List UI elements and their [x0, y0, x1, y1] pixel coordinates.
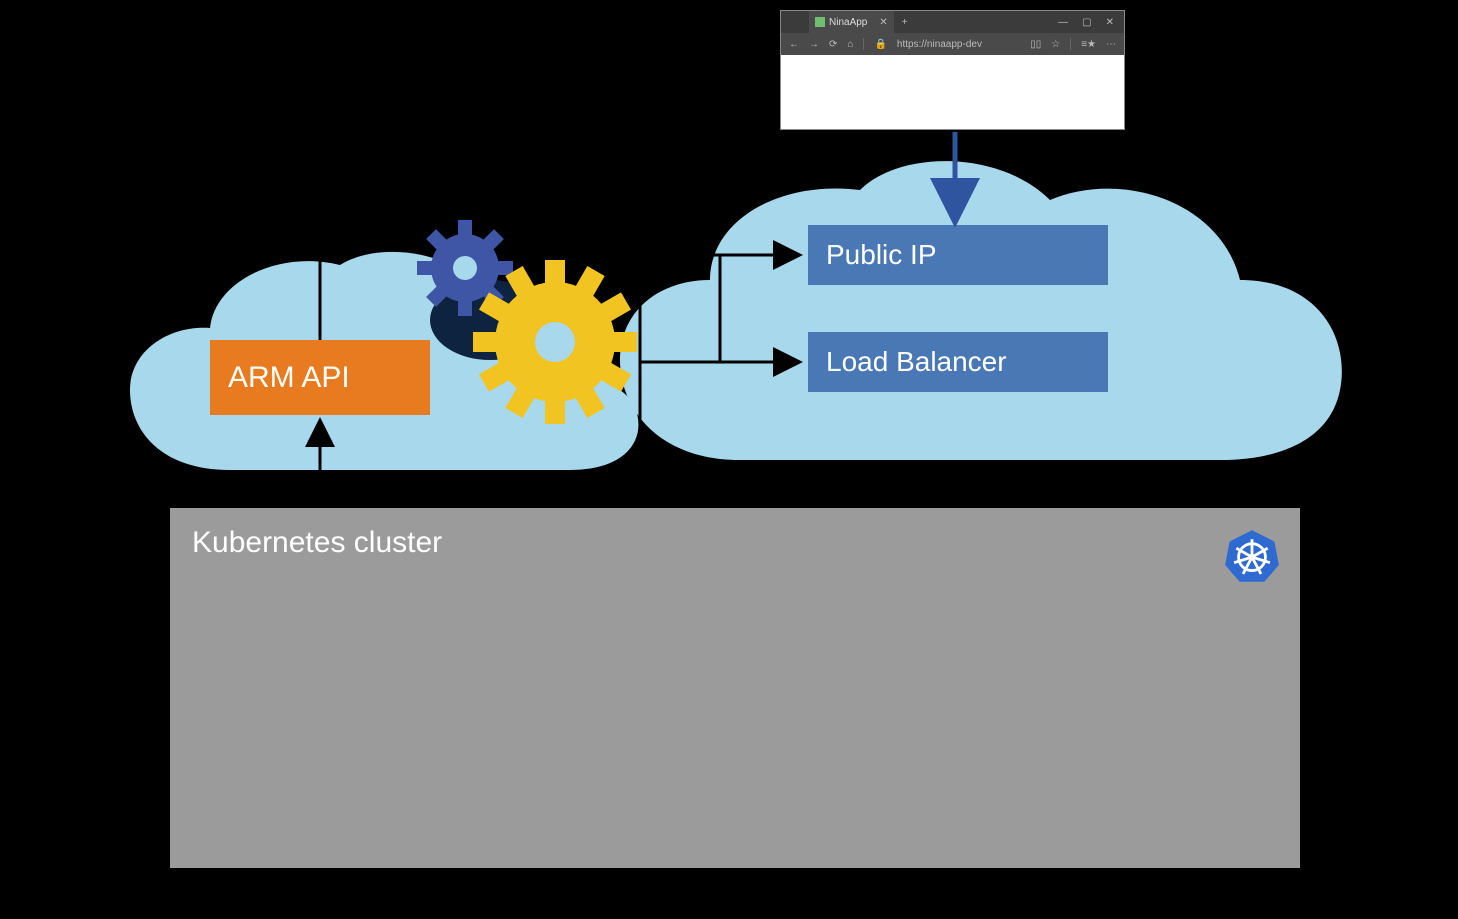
arm-api-box: ARM API: [210, 340, 430, 415]
close-window-icon[interactable]: ✕: [1106, 17, 1114, 28]
kubernetes-logo-icon: [1224, 528, 1280, 584]
new-tab-icon[interactable]: +: [902, 17, 908, 28]
public-ip-label: Public IP: [826, 239, 937, 271]
forward-icon[interactable]: →: [809, 39, 819, 50]
home-icon[interactable]: ⌂: [847, 39, 853, 50]
browser-toolbar: ← → ⟳ ⌂ 🔒 https://ninaapp-dev ▯▯ ☆ ≡★ ⋯: [781, 33, 1124, 55]
arm-api-label: ARM API: [228, 361, 350, 395]
gears-icon: [405, 210, 655, 440]
tab-title: NinaApp: [829, 17, 867, 28]
back-icon[interactable]: ←: [789, 39, 799, 50]
refresh-icon[interactable]: ⟳: [829, 39, 837, 50]
favorites-list-icon[interactable]: ≡★: [1081, 39, 1096, 50]
kubernetes-cluster-panel: Kubernetes cluster: [170, 508, 1300, 868]
load-balancer-box: Load Balancer: [808, 332, 1108, 392]
browser-tab[interactable]: NinaApp ✕: [809, 11, 894, 33]
maximize-icon[interactable]: ▢: [1082, 17, 1091, 28]
architecture-diagram: ARM API Public IP Load Balancer NinaApp …: [0, 0, 1458, 919]
public-ip-box: Public IP: [808, 225, 1108, 285]
cloud-right-icon: [620, 160, 1350, 460]
kubernetes-cluster-label: Kubernetes cluster: [192, 526, 1278, 560]
more-icon[interactable]: ⋯: [1106, 39, 1116, 50]
browser-titlebar: NinaApp ✕ + — ▢ ✕: [781, 11, 1124, 33]
load-balancer-label: Load Balancer: [826, 346, 1007, 378]
minimize-icon[interactable]: —: [1058, 17, 1068, 28]
tab-close-icon[interactable]: ✕: [879, 17, 887, 28]
window-controls: — ▢ ✕: [1058, 17, 1124, 28]
favorite-icon[interactable]: ☆: [1051, 39, 1060, 50]
lock-icon: 🔒: [874, 39, 886, 50]
browser-window: NinaApp ✕ + — ▢ ✕ ← → ⟳ ⌂ 🔒 https://nina…: [780, 10, 1125, 130]
tab-favicon-icon: [815, 17, 825, 27]
reading-view-icon[interactable]: ▯▯: [1030, 39, 1041, 50]
url-text[interactable]: https://ninaapp-dev: [897, 39, 1020, 50]
